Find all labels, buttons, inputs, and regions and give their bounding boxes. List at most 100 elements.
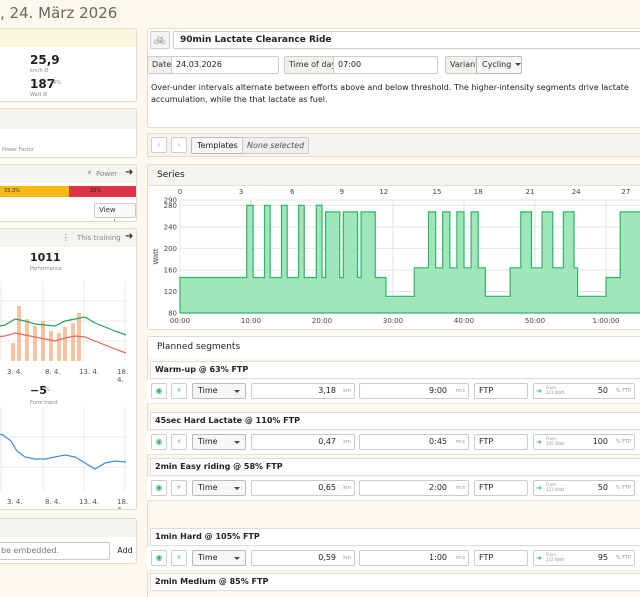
page-date-title: , 24. März 2026 — [0, 4, 118, 22]
segment-distance-input[interactable]: 0,59 km — [251, 550, 355, 566]
chevron-down-icon — [234, 390, 240, 393]
segment-duration-input[interactable]: 1:00 m:s — [359, 550, 469, 566]
segment-title[interactable]: 2min Medium @ 85% FTP — [155, 577, 269, 586]
segment-index-label: 18 — [474, 188, 483, 196]
segment-duration-input[interactable]: 9:00 m:s — [359, 383, 469, 399]
workout-description[interactable]: Over-under intervals alternate between e… — [151, 83, 629, 104]
form-mini-chart — [0, 407, 127, 491]
segment-type-select[interactable]: Time — [192, 383, 246, 399]
speed-value: 25,9 — [30, 53, 60, 67]
chart1-x-tick: 3. 4. — [7, 368, 23, 376]
view-week-button[interactable]: View week — [94, 203, 136, 221]
watt-percent: 76% — [50, 80, 62, 86]
workout-title[interactable]: 90min Lactate Clearance Ride — [173, 31, 640, 49]
segment-title[interactable]: 45sec Hard Lactate @ 110% FTP — [155, 416, 300, 425]
segment-distance-value: 0,59 — [318, 553, 336, 562]
lightning-icon[interactable]: ⚡ — [171, 434, 187, 450]
more-icon[interactable]: ⋮ — [62, 233, 70, 242]
segment-duration-value: 0:45 — [429, 437, 447, 446]
segment-distance-input[interactable]: 0,47 km — [251, 434, 355, 450]
target-icon[interactable]: ◉ — [151, 383, 167, 399]
form-value: −5 — [30, 384, 47, 397]
y-tick-label: 290 — [164, 197, 177, 205]
info-icon[interactable]: i — [233, 340, 235, 346]
date-input[interactable]: 24.03.2026 — [171, 56, 279, 74]
time-of-day-label: Time of day — [284, 56, 342, 74]
segment-title[interactable]: 1min Hard @ 105% FTP — [155, 532, 260, 541]
segment-distance-unit: km — [343, 439, 351, 445]
segment-title[interactable]: 2min Easy riding @ 58% FTP — [155, 462, 283, 471]
lightning-icon: ⚡ — [87, 169, 92, 177]
y-tick-label: 280 — [164, 202, 177, 210]
arrow-right-icon[interactable]: ➜ — [125, 231, 134, 242]
lightning-icon[interactable]: ⚡ — [171, 480, 187, 496]
performance-value: 1011 — [30, 251, 61, 264]
prev-arrow-icon[interactable]: ‹ — [151, 137, 167, 153]
speed-unit: km/h Ø — [30, 68, 49, 74]
segment-header — [150, 528, 640, 546]
segment-duration-input[interactable]: 0:45 m:s — [359, 434, 469, 450]
segment-duration-input[interactable]: 2:00 m:s — [359, 480, 469, 496]
segment-reference-input[interactable]: FTP — [474, 550, 528, 566]
chevron-down-icon — [515, 63, 522, 66]
segment-reference-input[interactable]: FTP — [474, 480, 528, 496]
segment-power-input[interactable]: ➜ From 245 Watt 100 % FTP — [533, 434, 635, 450]
chevron-down-icon — [234, 487, 240, 490]
segment-reference-input[interactable]: FTP — [474, 383, 528, 399]
segment-type-value: Time — [198, 386, 218, 395]
segment-power-input[interactable]: ➜ From 123 Watt 50 % FTP — [533, 383, 635, 399]
watt-unit: Watt Ø — [30, 92, 48, 98]
segment-percent-value: 95 — [597, 553, 608, 562]
y-axis-label: Watt — [152, 248, 160, 265]
summary-card: 25,9 km/h Ø 187 76% Watt Ø — [0, 28, 137, 102]
segment-distance-unit: km — [343, 388, 351, 394]
add-button[interactable]: Add — [117, 546, 133, 555]
segment-percent-value: 50 — [597, 386, 608, 395]
series-title: Series — [157, 170, 185, 180]
segment-index-label: 27 — [621, 188, 630, 196]
segment-distance-input[interactable]: 3,18 km — [251, 383, 355, 399]
segment-from-watt: 123 Watt — [546, 390, 565, 395]
target-icon[interactable]: ◉ — [151, 434, 167, 450]
x-tick-label: 20:00 — [312, 317, 332, 325]
segment-header — [150, 412, 640, 430]
templates-selected-value: None selected — [242, 137, 310, 154]
performance-mini-chart — [0, 281, 127, 361]
segment-type-value: Time — [198, 437, 218, 446]
target-icon[interactable]: ◉ — [151, 480, 167, 496]
segment-distance-input[interactable]: 0,65 km — [251, 480, 355, 496]
variant-select[interactable]: Cycling — [476, 56, 522, 74]
time-of-day-input[interactable]: 07:00 — [333, 56, 438, 74]
segment-power-input[interactable]: ➜ From 123 Watt 50 % FTP — [533, 480, 635, 496]
segment-title[interactable]: Warm-up @ 63% FTP — [155, 365, 249, 374]
segment-percent-value: 50 — [597, 483, 608, 492]
segment-percent-value: 100 — [592, 437, 608, 446]
next-arrow-icon[interactable]: › — [171, 137, 187, 153]
arrow-right-icon: ➜ — [536, 387, 542, 395]
segment-index-label: 15 — [433, 188, 442, 196]
segment-power-input[interactable]: ➜ From 232 Watt 95 % FTP — [533, 550, 635, 566]
arrow-right-icon[interactable]: ➜ — [125, 167, 134, 178]
target-icon[interactable]: ◉ — [151, 550, 167, 566]
segment-from-watt: 245 Watt — [546, 441, 565, 446]
segment-type-value: Time — [198, 553, 218, 562]
segment-distance-value: 3,18 — [318, 386, 336, 395]
zone-bar-red: 20% — [69, 186, 136, 197]
segment-type-select[interactable]: Time — [192, 550, 246, 566]
lightning-icon[interactable]: ⚡ — [171, 383, 187, 399]
segment-distance-unit: km — [343, 555, 351, 561]
segment-duration-unit: m:s — [455, 555, 465, 561]
bike-icon[interactable]: 🚲 — [150, 31, 170, 49]
segment-percent-unit: % FTP — [615, 439, 631, 445]
segment-type-select[interactable]: Time — [192, 480, 246, 496]
segment-from-label: From 123 Watt — [546, 385, 565, 395]
form-unit: % — [45, 387, 50, 393]
segment-type-select[interactable]: Time — [192, 434, 246, 450]
segment-index-label: 3 — [239, 188, 243, 196]
segment-distance-value: 0,47 — [318, 437, 336, 446]
segment-duration-unit: m:s — [455, 388, 465, 394]
embed-input[interactable]: be embedded. — [0, 542, 110, 560]
lightning-icon[interactable]: ⚡ — [171, 550, 187, 566]
segment-reference-input[interactable]: FTP — [474, 434, 528, 450]
segment-type-value: Time — [198, 483, 218, 492]
